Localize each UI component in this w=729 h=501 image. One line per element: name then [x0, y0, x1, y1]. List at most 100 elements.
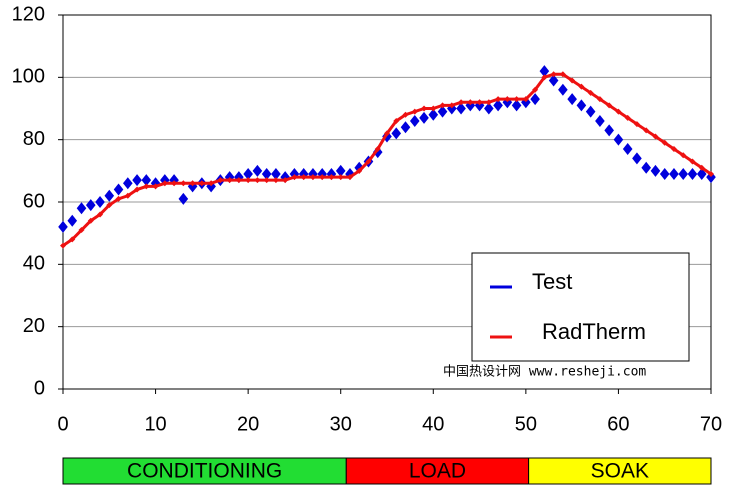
marker: [328, 174, 335, 181]
marker: [708, 170, 714, 177]
marker: [161, 180, 168, 187]
marker: [393, 117, 400, 124]
marker: [567, 93, 577, 106]
marker: [189, 180, 196, 187]
phase: [345, 457, 530, 485]
marker: [160, 174, 170, 187]
x-tick-label: 0: [57, 413, 68, 435]
marker: [624, 114, 631, 121]
marker: [578, 83, 585, 90]
marker: [208, 180, 215, 187]
marker: [150, 177, 161, 190]
marker: [141, 174, 152, 187]
x-tick-label: 20: [237, 413, 259, 435]
marker: [643, 127, 650, 134]
marker: [456, 102, 466, 115]
y-tick-label: 80: [23, 128, 45, 150]
marker: [391, 127, 402, 140]
marker: [632, 152, 642, 165]
marker: [633, 121, 640, 128]
marker: [476, 99, 483, 106]
marker: [106, 202, 113, 209]
marker: [254, 177, 261, 184]
marker: [58, 220, 68, 233]
marker: [411, 108, 418, 115]
marker: [134, 186, 141, 193]
marker: [687, 167, 698, 180]
marker: [235, 177, 242, 184]
marker: [409, 114, 420, 127]
marker: [272, 177, 279, 184]
plot-frame: [62, 14, 712, 390]
marker: [198, 180, 205, 187]
marker: [559, 71, 566, 78]
marker: [95, 196, 105, 208]
marker: [493, 99, 503, 112]
marker: [85, 199, 96, 212]
marker: [670, 146, 677, 153]
marker: [530, 93, 540, 106]
marker: [428, 108, 439, 121]
marker: [439, 102, 446, 109]
y-tick-label: 100: [12, 66, 45, 88]
marker: [613, 133, 624, 146]
marker: [69, 236, 76, 243]
marker: [532, 86, 539, 93]
marker: [402, 111, 409, 118]
marker: [67, 214, 78, 227]
marker: [115, 195, 122, 202]
x-tick-label: 60: [607, 413, 629, 435]
marker: [217, 177, 224, 184]
marker: [596, 96, 603, 103]
marker: [87, 217, 94, 224]
marker: [484, 102, 494, 115]
marker: [606, 102, 613, 109]
marker: [180, 180, 187, 187]
marker: [448, 102, 455, 109]
marker: [595, 114, 605, 127]
marker: [698, 164, 705, 171]
y-tick-label: 40: [23, 253, 45, 275]
marker: [226, 177, 233, 184]
marker: [539, 65, 550, 78]
marker: [541, 74, 548, 81]
series: [60, 71, 714, 249]
marker: [365, 158, 372, 165]
x-tick-label: 30: [330, 413, 352, 435]
phase: [62, 457, 347, 485]
marker: [309, 174, 316, 181]
marker: [513, 96, 520, 103]
marker: [569, 77, 576, 84]
marker: [261, 167, 272, 180]
marker: [421, 105, 428, 112]
marker: [291, 174, 298, 181]
marker: [604, 124, 614, 137]
marker: [419, 111, 429, 124]
marker: [587, 89, 594, 96]
marker: [467, 99, 474, 106]
marker: [495, 96, 502, 103]
legend-label: RadTherm: [542, 319, 646, 344]
phase-label: SOAK: [591, 460, 649, 483]
marker: [458, 99, 465, 106]
marker: [550, 71, 557, 78]
marker: [132, 174, 142, 187]
phase: [528, 457, 712, 485]
marker: [252, 164, 263, 177]
marker: [400, 121, 411, 134]
marker: [271, 167, 281, 180]
marker: [335, 164, 346, 177]
marker: [97, 211, 104, 218]
marker: [689, 158, 696, 165]
phase-label: CONDITIONING: [127, 460, 282, 483]
marker: [659, 167, 670, 180]
marker: [652, 133, 659, 140]
y-tick-label: 120: [12, 3, 45, 25]
marker: [680, 152, 687, 159]
x-tick-label: 70: [700, 413, 722, 435]
marker: [178, 192, 189, 205]
marker: [60, 242, 66, 249]
marker: [356, 167, 363, 174]
